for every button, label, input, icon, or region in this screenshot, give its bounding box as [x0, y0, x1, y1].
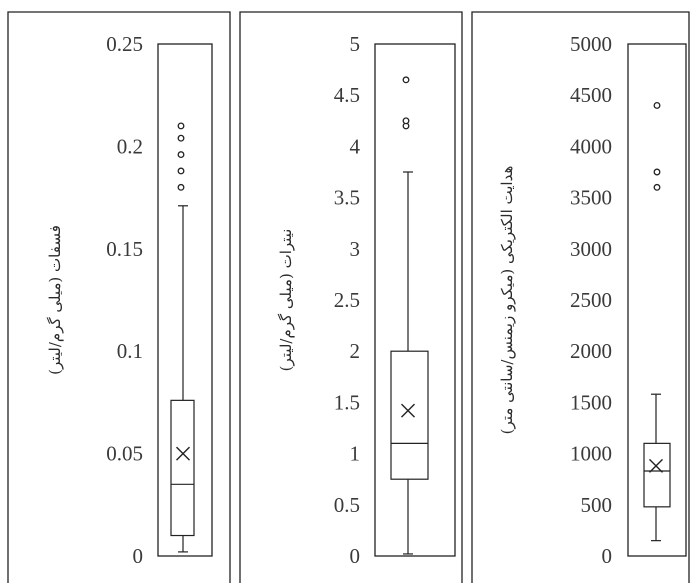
outlier-point: [402, 76, 410, 84]
y-tick-label: 2500: [570, 288, 612, 312]
y-axis-label-conductivity: هدایت الکتریکی (میکرو زیمنس/سانتی متر): [498, 166, 516, 435]
y-tick-label: 4: [350, 134, 361, 158]
y-tick-label: 0: [350, 544, 361, 568]
nitrate-boxplot: 0 0.5 1 1.5 2 2.5 3 3.5 4 4.5 5: [334, 32, 456, 568]
y-axis-label-nitrate: نیترات (میلی گرم/لیتر): [277, 229, 295, 372]
y-tick-label: 1500: [570, 390, 612, 414]
y-tick-label: 4000: [570, 134, 612, 158]
plot-area-frame: [374, 43, 456, 557]
outlier-point: [177, 122, 185, 130]
conductivity-boxplot: 0 500 1000 1500 2000 2500 3000 3500 4000 4500 5000: [570, 32, 687, 568]
y-tick-label: 0: [133, 544, 144, 568]
outlier-point: [402, 117, 410, 125]
mean-marker: [401, 403, 415, 418]
y-tick-label: 0.15: [106, 237, 143, 261]
y-tick-label: 0.1: [117, 339, 143, 363]
y-tick-label: 5: [350, 32, 361, 56]
y-tick-label: 0.2: [117, 134, 143, 158]
y-tick-label: 0: [602, 544, 613, 568]
outlier-point: [653, 101, 661, 109]
iqr-box: [170, 399, 195, 537]
plot-area-frame: [157, 43, 213, 557]
panel-frame-conductivity: [471, 11, 690, 583]
y-tick-label: 3: [350, 237, 361, 261]
outlier-point: [177, 167, 185, 175]
y-tick-label: 3000: [570, 237, 612, 261]
iqr-box: [390, 350, 429, 480]
phosphate-boxplot: 0 0.05 0.1 0.15 0.2 0.25: [106, 32, 213, 568]
outlier-point: [177, 183, 185, 191]
y-tick-label: 0.5: [334, 493, 360, 517]
y-tick-label: 3500: [570, 186, 612, 210]
y-tick-label: 2: [350, 339, 361, 363]
y-tick-label: 0.25: [106, 32, 143, 56]
y-tick-label: 500: [581, 493, 613, 517]
iqr-box: [643, 442, 671, 508]
y-tick-label: 1000: [570, 442, 612, 466]
panel-frame-phosphate: [7, 11, 231, 583]
mean-marker: [176, 446, 190, 461]
y-tick-label: 3.5: [334, 186, 360, 210]
y-axis-label-phosphate: فسفات (میلی گرم/لیتر): [46, 225, 64, 375]
y-tick-label: 2000: [570, 339, 612, 363]
mean-marker: [649, 458, 663, 473]
plot-area-frame: [627, 43, 687, 557]
outlier-point: [653, 168, 661, 176]
y-tick-label: 1.5: [334, 390, 360, 414]
y-tick-label: 2.5: [334, 288, 360, 312]
y-tick-label: 1: [350, 442, 361, 466]
outlier-point: [177, 134, 185, 142]
outlier-point: [653, 183, 661, 191]
y-tick-label: 4.5: [334, 83, 360, 107]
y-tick-label: 5000: [570, 32, 612, 56]
panel-frame-nitrate: [239, 11, 463, 583]
y-tick-label: 0.05: [106, 442, 143, 466]
outlier-point: [177, 151, 185, 159]
y-tick-label: 4500: [570, 83, 612, 107]
